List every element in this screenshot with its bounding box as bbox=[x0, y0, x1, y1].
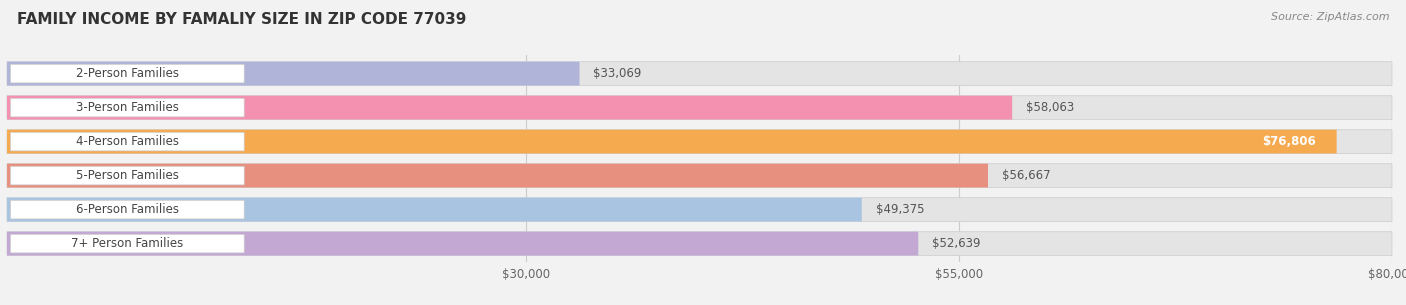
FancyBboxPatch shape bbox=[10, 64, 245, 83]
Text: $76,806: $76,806 bbox=[1263, 135, 1316, 148]
Text: FAMILY INCOME BY FAMALIY SIZE IN ZIP CODE 77039: FAMILY INCOME BY FAMALIY SIZE IN ZIP COD… bbox=[17, 12, 467, 27]
Text: $58,063: $58,063 bbox=[1026, 101, 1074, 114]
FancyBboxPatch shape bbox=[10, 166, 245, 185]
FancyBboxPatch shape bbox=[7, 96, 1012, 120]
Text: $56,667: $56,667 bbox=[1002, 169, 1050, 182]
FancyBboxPatch shape bbox=[7, 62, 579, 85]
Text: 3-Person Families: 3-Person Families bbox=[76, 101, 179, 114]
Text: 6-Person Families: 6-Person Families bbox=[76, 203, 179, 216]
Text: $49,375: $49,375 bbox=[876, 203, 924, 216]
Text: $33,069: $33,069 bbox=[593, 67, 641, 80]
Text: 2-Person Families: 2-Person Families bbox=[76, 67, 179, 80]
FancyBboxPatch shape bbox=[7, 198, 862, 221]
Text: 5-Person Families: 5-Person Families bbox=[76, 169, 179, 182]
Text: $52,639: $52,639 bbox=[932, 237, 980, 250]
Text: 7+ Person Families: 7+ Person Families bbox=[72, 237, 183, 250]
FancyBboxPatch shape bbox=[7, 164, 988, 188]
FancyBboxPatch shape bbox=[7, 130, 1337, 153]
FancyBboxPatch shape bbox=[10, 98, 245, 117]
Text: 4-Person Families: 4-Person Families bbox=[76, 135, 179, 148]
Text: Source: ZipAtlas.com: Source: ZipAtlas.com bbox=[1271, 12, 1389, 22]
FancyBboxPatch shape bbox=[7, 164, 1392, 188]
FancyBboxPatch shape bbox=[7, 130, 1392, 153]
FancyBboxPatch shape bbox=[7, 96, 1392, 120]
FancyBboxPatch shape bbox=[7, 232, 1392, 256]
FancyBboxPatch shape bbox=[7, 232, 918, 256]
FancyBboxPatch shape bbox=[7, 62, 1392, 85]
FancyBboxPatch shape bbox=[10, 234, 245, 253]
FancyBboxPatch shape bbox=[10, 200, 245, 219]
FancyBboxPatch shape bbox=[10, 132, 245, 151]
FancyBboxPatch shape bbox=[7, 198, 1392, 221]
